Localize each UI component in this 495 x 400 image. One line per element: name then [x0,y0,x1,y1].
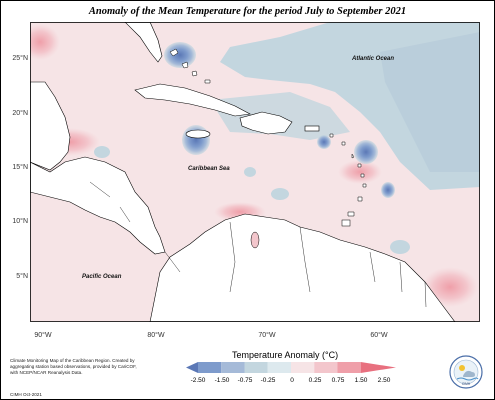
eastern-cool-spot [317,135,331,149]
legend-tick-3: -0.25 [260,377,276,384]
florida-land [124,22,163,63]
legend-swatch-2 [221,362,245,373]
anomaly-map [30,22,480,322]
margarita-cool-spot [271,188,289,200]
legend-tick-4: 0 [290,377,294,384]
legend-swatch-5 [291,362,315,373]
country-borders [89,181,427,308]
gulf-warm-patch [30,24,60,60]
caribbean-sea-label: Caribbean Sea [188,166,230,172]
lon-label-90w: 90°W [34,332,52,339]
lon-label-80w: 80°W [147,332,165,339]
legend-swatch-0 [186,362,198,373]
credit-text: Climate Monitoring Map of the Caribbean … [10,358,137,375]
jamaica-land [185,129,211,139]
map-title: Anomaly of the Mean Temperature for the … [88,6,407,17]
legend-swatch-1 [198,362,222,373]
credit-date: CIMH Oct-2021 [10,392,42,397]
legend-tick-0: -2.50 [190,377,206,384]
legend-swatch-7 [337,362,361,373]
lat-label-5n: 5°N [16,273,28,280]
lon-label-60w: 60°W [370,332,388,339]
legend-tick-5: 0.25 [308,377,322,384]
pacific-ocean-label: Pacific Ocean [82,274,122,280]
lat-label-20n: 20°N [12,110,28,117]
hispaniola-land [239,111,293,135]
atlantic-cool-core [380,32,480,172]
atlantic-ocean-label: Atlantic Ocean [352,56,395,62]
lake-maracaibo [250,231,260,249]
guyana-cool-spot [390,240,410,254]
barbados-cool-spot [381,182,395,198]
curacao-cool-spot [244,167,256,177]
map-canvas [30,22,480,322]
legend-swatch-6 [314,362,338,373]
mexico-land [30,81,71,171]
cloud-icon [463,370,475,377]
honduras-cool-spot [94,146,110,158]
logo-label: CIMH [462,382,471,386]
jamaica-cool-spot [182,125,210,155]
legend-tick-7: 1.50 [354,377,368,384]
cimh-logo: CIMH [449,355,483,389]
lat-label-25n: 25°N [12,55,28,62]
lat-label-10n: 10°N [12,218,28,225]
map-border [30,22,480,322]
legend-colorbar [186,362,396,373]
legend-swatch-8 [360,362,396,373]
legend-tick-1: -1.50 [214,377,230,384]
sun-icon [459,365,465,371]
lesser-antilles-islands [329,133,367,217]
wave-icon [456,377,479,381]
puerto-rico-land [304,125,320,132]
bahamas-islands [169,48,211,84]
lesser-antilles-cool-spot [354,140,378,164]
bahamas-cool-spot [164,42,196,68]
cuba-land [134,83,251,117]
legend-swatch-4 [267,362,291,373]
legend-tick-8: 2.50 [377,377,391,384]
legend-swatch-3 [244,362,268,373]
lon-label-70w: 70°W [258,332,276,339]
legend-tick-2: -0.75 [237,377,253,384]
antilles-warm-patch [338,160,382,184]
legend-tick-6: 0.75 [331,377,345,384]
legend-title: Temperature Anomaly (°C) [232,350,339,360]
lat-label-15n: 15°N [12,164,28,171]
trinidad-land [341,219,351,227]
